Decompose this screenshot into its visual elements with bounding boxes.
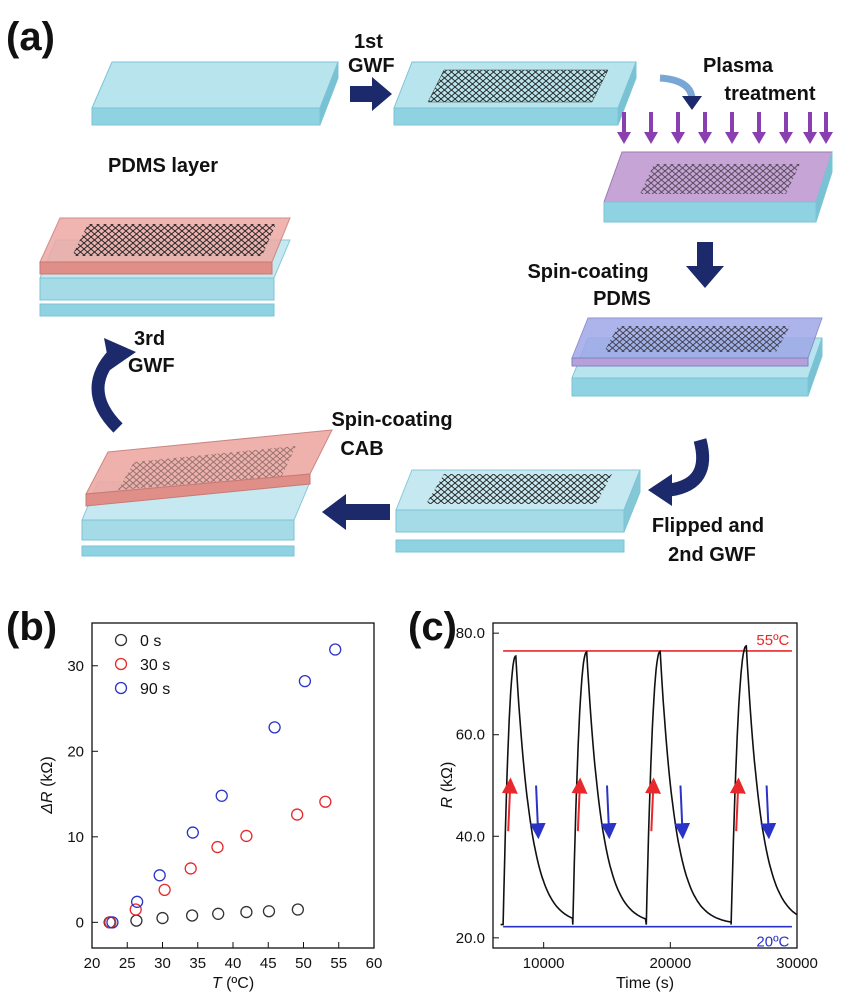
data-point	[211, 840, 224, 854]
x-tick-label-b: 45	[260, 955, 277, 972]
curved-arrow-flipped	[668, 438, 710, 497]
legend-marker	[114, 681, 128, 695]
spin-coating-pdms-label: Spin-coating	[527, 261, 648, 283]
data-point	[185, 909, 199, 922]
x-tick-label-b: 40	[225, 955, 242, 972]
y-tick-label-c: 40.0	[456, 828, 485, 845]
cooling-arrow	[674, 785, 691, 840]
pdms-slab-1	[91, 61, 339, 126]
plot-frame-c	[492, 622, 798, 949]
data-point	[291, 808, 304, 821]
data-point	[130, 895, 144, 908]
data-point	[262, 905, 276, 918]
heating-arrow	[501, 777, 518, 832]
legend-label: 0 s	[140, 633, 161, 650]
reference-line-label: 55ºC	[756, 632, 789, 649]
y-tick-label-c: 80.0	[456, 625, 485, 642]
plasma-label: Plasma	[703, 55, 774, 77]
legend-label: 90 s	[140, 681, 170, 698]
y-tick-label-c: 20.0	[456, 930, 485, 947]
pdms-graphene-slab	[393, 61, 637, 126]
data-point	[268, 721, 281, 734]
x-tick-label-b: 60	[366, 955, 383, 972]
data-point	[158, 883, 171, 896]
flipped-label: Flipped and	[652, 515, 764, 537]
final-device-slab	[39, 217, 291, 317]
left-arrow-spin-cab	[322, 494, 390, 530]
cooling-arrow	[600, 785, 617, 840]
y-tick-label-c: 60.0	[456, 727, 485, 744]
x-tick-label-b: 20	[84, 955, 101, 972]
x-tick-label-c: 10000	[523, 955, 565, 972]
pdms-coated-slab	[571, 317, 823, 397]
x-tick-label-b: 25	[119, 955, 136, 972]
legend-marker	[114, 657, 128, 671]
step-3rd-gwf-label: GWF	[128, 355, 175, 377]
legend-label: 30 s	[140, 657, 170, 674]
x-tick-label-b: 50	[295, 955, 312, 972]
step-3rd-label: 3rd	[134, 328, 165, 350]
cab-coated-slab	[81, 429, 333, 557]
step-arrow-1	[350, 77, 392, 111]
down-arrow-spin-pdms	[686, 242, 724, 288]
scatter-chart: 20 25 30 35 40 45 50 55 60 0 10 20 30 0 s 30 s 90 s T …	[39, 622, 383, 992]
data-point	[240, 905, 253, 919]
y-tick-label-b: 0	[76, 914, 84, 931]
data-point	[186, 826, 199, 839]
data-point	[184, 862, 197, 875]
line-chart: 10000 20000 30000 20.0 40.0 60.0 80.0 55ºC 20ºC…	[439, 622, 818, 992]
data-point	[156, 911, 169, 925]
plasma-arrows	[617, 112, 833, 144]
y-axis-label-b: ΔR (kΩ)	[39, 756, 56, 814]
panel-label-b: (b)	[6, 605, 57, 649]
treatment-label: treatment	[724, 83, 815, 105]
data-point	[106, 916, 119, 929]
flipped-slab	[395, 469, 641, 553]
pdms-layer-label: PDMS layer	[108, 155, 218, 177]
heating-arrow	[729, 777, 746, 832]
step-gwf-label: GWF	[348, 55, 395, 77]
step-1st-label: 1st	[354, 31, 383, 53]
plasma-treated-slab	[603, 151, 833, 223]
data-point	[319, 795, 332, 808]
heating-arrow	[644, 777, 661, 832]
spin-coating-cab-label: Spin-coating	[331, 409, 452, 431]
data-point	[215, 789, 228, 802]
x-tick-label-c: 30000	[776, 955, 818, 972]
cooling-arrow	[760, 785, 777, 840]
panel-label-a: (a)	[6, 15, 55, 59]
x-tick-label-b: 35	[189, 955, 206, 972]
x-tick-label-b: 30	[154, 955, 171, 972]
data-point	[298, 675, 312, 688]
panel-label-c: (c)	[408, 605, 457, 649]
cooling-arrow	[529, 785, 546, 840]
y-axis-label-c: R (kΩ)	[439, 762, 456, 809]
second-gwf-label: 2nd GWF	[668, 544, 756, 566]
y-tick-label-b: 30	[67, 658, 84, 675]
x-tick-label-b: 55	[330, 955, 347, 972]
x-axis-label-b: T (ºC)	[212, 975, 254, 992]
pdms-label: PDMS	[593, 288, 651, 310]
data-point	[240, 829, 253, 843]
data-point	[329, 643, 342, 656]
cab-label: CAB	[340, 438, 383, 460]
heating-arrow	[571, 777, 588, 832]
reference-line-label: 20ºC	[756, 934, 789, 951]
graphene-mesh	[427, 69, 609, 103]
data-point	[291, 903, 305, 916]
curved-arrow-plasma	[659, 74, 696, 99]
data-point	[130, 914, 143, 927]
data-point	[212, 907, 225, 920]
resistance-curve	[500, 644, 798, 926]
x-axis-label-c: Time (s)	[616, 975, 674, 992]
plot-frame-b	[91, 622, 375, 949]
data-point	[129, 903, 142, 916]
y-tick-label-b: 20	[67, 743, 84, 760]
y-tick-label-b: 10	[67, 829, 84, 846]
x-tick-label-c: 20000	[649, 955, 691, 972]
data-point	[153, 869, 166, 882]
legend-marker	[114, 633, 128, 647]
